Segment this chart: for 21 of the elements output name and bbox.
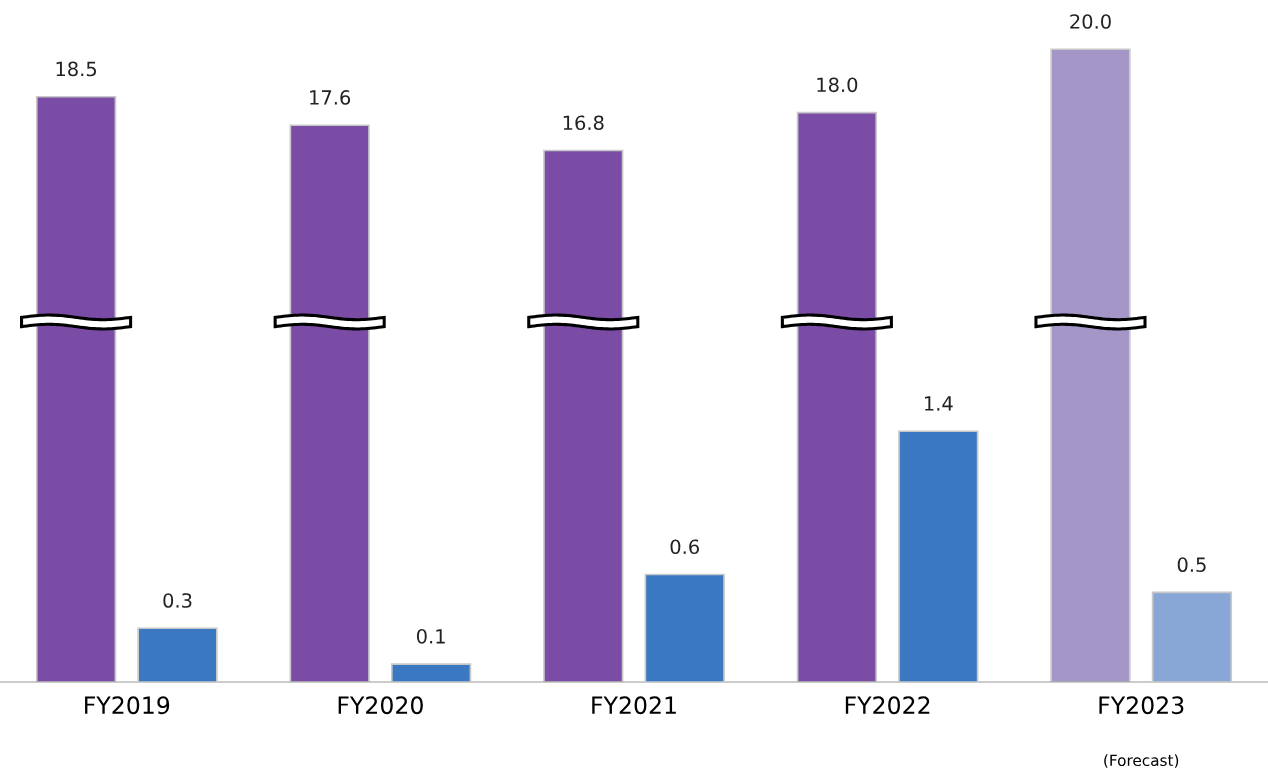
data-label: 0.3 bbox=[163, 593, 192, 608]
data-label: 17.6 bbox=[310, 90, 351, 105]
bar bbox=[644, 573, 725, 682]
data-label: 16.8 bbox=[563, 115, 604, 131]
x-tick-label: FY2022 bbox=[845, 696, 930, 715]
data-label: 20.0 bbox=[1070, 14, 1111, 29]
bar bbox=[898, 430, 979, 682]
x-tick-label: FY2019 bbox=[85, 696, 170, 715]
data-label: 18.0 bbox=[817, 77, 858, 93]
data-label: 0.5 bbox=[1177, 557, 1206, 573]
bar bbox=[390, 663, 472, 682]
x-tick-label: FY2021 bbox=[592, 696, 676, 715]
data-label: 0.6 bbox=[670, 539, 699, 555]
bar bbox=[137, 627, 218, 682]
data-label: 18.5 bbox=[56, 61, 97, 77]
text: (Forecast) bbox=[1104, 754, 1179, 768]
data-label: 1.4 bbox=[924, 396, 953, 411]
bar bbox=[1151, 591, 1233, 682]
x-tick-label: FY2023 bbox=[1099, 696, 1184, 715]
data-label: 0.1 bbox=[416, 628, 445, 644]
x-tick-label: FY2020 bbox=[338, 696, 423, 715]
